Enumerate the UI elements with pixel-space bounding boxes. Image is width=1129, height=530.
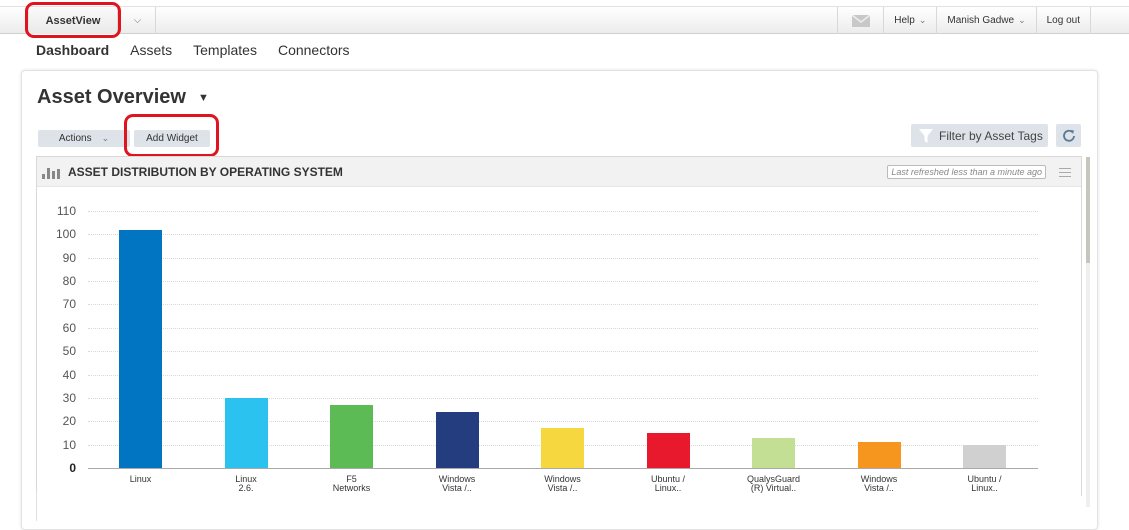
- actions-label: Actions: [58, 133, 92, 144]
- envelope-icon: [851, 14, 870, 27]
- bar-chart-icon: [42, 167, 60, 179]
- help-menu[interactable]: Help ⌄: [883, 7, 936, 34]
- user-menu[interactable]: Manish Gadwe ⌄: [936, 7, 1035, 34]
- widget-scrollbar[interactable]: [1086, 157, 1090, 507]
- logout-label: Log out: [1046, 15, 1080, 26]
- hamburger-icon[interactable]: [1059, 168, 1071, 180]
- logout-link[interactable]: Log out: [1035, 7, 1091, 34]
- messages-button[interactable]: [837, 7, 883, 34]
- caret-down-icon[interactable]: ▼: [197, 91, 209, 104]
- chevron-down-icon: ⌄: [918, 15, 927, 25]
- dashboard-panel: Asset Overview ▼ Actions ⌄ Add Widget Fi…: [21, 70, 1098, 530]
- chevron-down-icon: ⌄: [101, 133, 110, 143]
- last-refreshed-badge: Last refreshed less than a minute ago: [887, 165, 1046, 179]
- dashboard-title[interactable]: Asset Overview ▼: [37, 86, 209, 109]
- nav-dashboard[interactable]: Dashboard: [36, 42, 110, 58]
- add-widget-label: Add Widget: [146, 133, 198, 144]
- refresh-icon: [1062, 129, 1075, 142]
- filter-asset-tags-button[interactable]: Filter by Asset Tags: [911, 124, 1048, 147]
- top-bar: AssetView ⌵ Help ⌄ Manish Gadwe ⌄ Log ou…: [0, 6, 1129, 34]
- chevron-down-icon: ⌵: [133, 15, 142, 26]
- app-switcher-button[interactable]: AssetView: [28, 7, 118, 34]
- widget-header: ASSET DISTRIBUTION BY OPERATING SYSTEM: [37, 157, 1081, 187]
- main-nav: Dashboard Assets Templates Connectors: [36, 42, 350, 58]
- divider: [36, 492, 48, 521]
- widget-title: ASSET DISTRIBUTION BY OPERATING SYSTEM: [68, 164, 343, 179]
- scrollbar-thumb[interactable]: [1086, 157, 1090, 263]
- last-refreshed-text: Last refreshed less than a minute ago: [891, 167, 1042, 177]
- app-menu-button[interactable]: ⌵: [120, 7, 156, 34]
- help-label: Help: [894, 15, 915, 26]
- app-name: AssetView: [45, 14, 101, 27]
- nav-connectors[interactable]: Connectors: [277, 42, 350, 58]
- add-widget-button[interactable]: Add Widget: [134, 130, 210, 147]
- page-title: Asset Overview: [37, 86, 186, 108]
- filter-funnel-icon: [919, 128, 933, 143]
- filter-label: Filter by Asset Tags: [939, 128, 1043, 143]
- os-distribution-widget: ASSET DISTRIBUTION BY OPERATING SYSTEM L…: [36, 156, 1082, 496]
- refresh-button[interactable]: [1056, 124, 1081, 147]
- nav-templates[interactable]: Templates: [193, 42, 257, 58]
- actions-button[interactable]: Actions ⌄: [38, 130, 130, 147]
- chevron-down-icon: ⌄: [1018, 15, 1026, 25]
- nav-assets[interactable]: Assets: [130, 42, 173, 58]
- user-name: Manish Gadwe: [947, 15, 1015, 26]
